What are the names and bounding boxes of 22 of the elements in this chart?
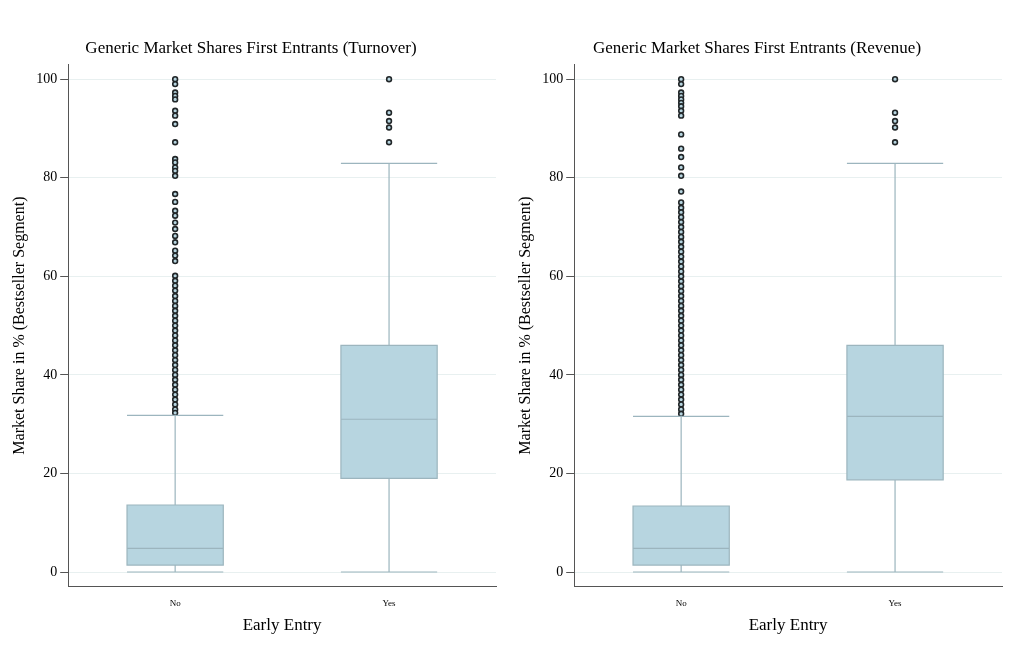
y-axis-title: Market Share in % (Bestseller Segment) (515, 196, 534, 455)
x-tick-label: Yes (888, 597, 903, 608)
y-tick-label: 80 (43, 169, 58, 185)
y-tick-label: 100 (36, 70, 58, 86)
y-tick-label: 40 (549, 366, 564, 382)
x-axis-title: Early Entry (748, 615, 829, 635)
chart-title: Generic Market Shares First Entrants (Turnover) (85, 37, 417, 57)
y-tick-label: 60 (43, 267, 58, 283)
y-tick-label: 100 (542, 70, 564, 86)
y-tick-label: 40 (43, 366, 58, 382)
y-tick-label: 0 (50, 563, 58, 579)
x-tick-label: No (169, 597, 182, 608)
chart-title: Generic Market Shares First Entrants (Revenue) (592, 37, 922, 57)
y-axis-title: Market Share in % (Bestseller Segment) (9, 196, 28, 455)
y-tick-label: 20 (549, 465, 564, 481)
x-axis-title: Early Entry (242, 615, 323, 635)
y-tick-label: 0 (556, 563, 564, 579)
y-tick-label: 20 (43, 465, 58, 481)
x-tick-label: Yes (382, 597, 397, 608)
x-tick-label: No (675, 597, 688, 608)
y-tick-label: 80 (549, 169, 564, 185)
y-tick-label: 60 (549, 267, 564, 283)
